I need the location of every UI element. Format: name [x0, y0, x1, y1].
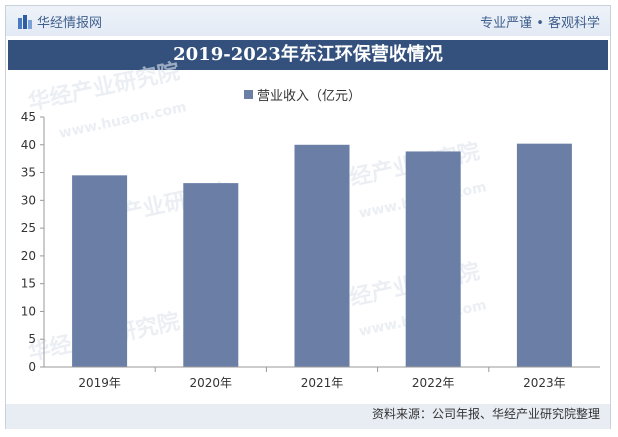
x-tick-label: 2021年 [301, 376, 344, 390]
y-tick-label: 5 [28, 332, 36, 346]
legend-label: 营业收入（亿元） [257, 89, 362, 104]
slogan: 专业严谨 • 客观科学 [480, 16, 600, 31]
y-tick-label: 25 [21, 221, 36, 235]
legend: 营业收入（亿元） [244, 85, 361, 104]
x-tick-label: 2020年 [190, 376, 233, 390]
y-tick-label: 35 [21, 166, 36, 180]
bar-2023年 [516, 143, 572, 367]
bar-2020年 [183, 183, 239, 367]
legend-swatch [244, 90, 253, 99]
y-axis: 0 5 10 15 20 25 30 35 40 45 [21, 110, 45, 374]
y-tick-label: 45 [21, 110, 36, 124]
bar-2022年 [405, 151, 461, 367]
chart-title: 2019-2023年东江环保营收情况 [8, 40, 608, 70]
bar-2021年 [294, 144, 350, 367]
y-tick-label: 20 [21, 249, 36, 263]
brand-name: 华经情报网 [37, 16, 103, 31]
y-tick-label: 40 [21, 138, 36, 152]
bar-2019年 [72, 175, 128, 367]
y-tick-label: 15 [21, 277, 36, 291]
y-tick-label: 30 [21, 193, 36, 207]
brand: 华经情报网 [18, 12, 102, 31]
y-tick-label: 0 [28, 360, 36, 374]
source-note: 资料来源：公司年报、华经产业研究院整理 [371, 407, 600, 421]
top-bar [6, 6, 610, 36]
x-tick-label: 2023年 [523, 376, 566, 390]
bars [72, 143, 572, 367]
x-tick-label: 2022年 [412, 376, 455, 390]
y-tick-label: 10 [21, 304, 36, 318]
brand-logo-icon [18, 14, 32, 29]
x-axis: 2019年 2020年 2021年 2022年 2023年 [44, 366, 600, 390]
x-tick-label: 2019年 [78, 376, 121, 390]
footer-bar [6, 404, 610, 429]
